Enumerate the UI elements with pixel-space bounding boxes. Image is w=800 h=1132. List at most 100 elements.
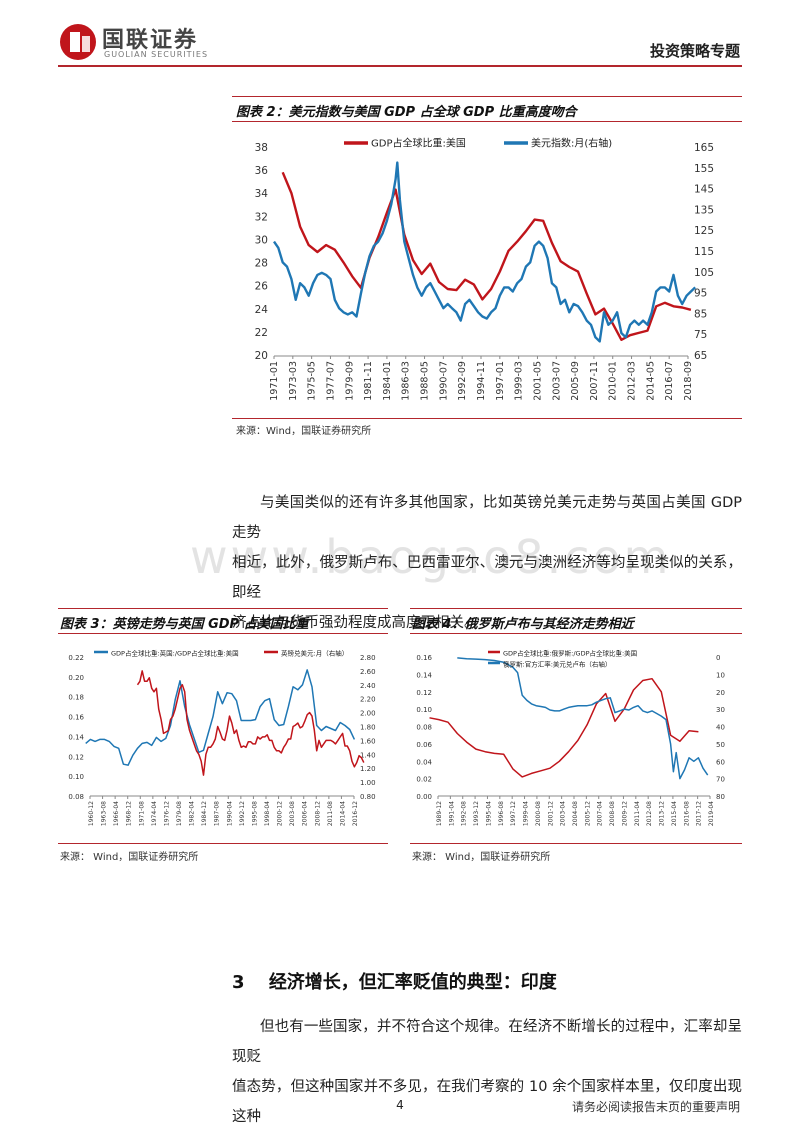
y-right-tick-label: 1.20: [360, 765, 376, 773]
x-tick-label: 1963-08: [101, 801, 108, 826]
y-right-tick-label: 95: [694, 288, 707, 300]
x-tick-label: 2010-01: [608, 361, 619, 401]
y-right-tick-label: 75: [694, 329, 707, 341]
y-left-tick-label: 38: [255, 142, 268, 154]
x-tick-label: 1997-12: [510, 801, 517, 826]
x-tick-label: 2000-12: [277, 801, 284, 826]
fig4-source: 来源： Wind，国联证券研究所: [412, 852, 551, 863]
x-tick-label: 2016-07: [664, 361, 675, 401]
x-tick-label: 2008-08: [609, 801, 616, 826]
section-heading: 3 经济增长，但汇率贬值的典型：印度: [232, 968, 557, 994]
paragraph-1-line-2: 相近，此外，俄罗斯卢布、巴西雷亚尔、澳元与澳洲经济等均呈现类似的关系，即经: [232, 555, 742, 601]
watermark: www.baogao8.com: [190, 530, 672, 584]
x-tick-label: 1973-03: [288, 361, 299, 401]
x-tick-label: 1992-09: [457, 361, 468, 401]
section-title: 经济增长，但汇率贬值的典型：印度: [268, 972, 557, 993]
x-tick-label: 1976-12: [163, 801, 170, 826]
y-left-tick-label: 22: [255, 327, 268, 339]
paragraph-1: 与美国类似的还有许多其他国家，比如英镑兑美元走势与英国占美国 GDP 走势 相近…: [232, 488, 742, 638]
x-tick-label: 1971-08: [138, 801, 145, 826]
y-right-tick-label: 0.80: [360, 793, 376, 801]
x-tick-label: 2003-04: [560, 801, 567, 826]
y-right-tick-label: 125: [694, 225, 714, 237]
x-tick-label: 2016-12: [352, 801, 359, 826]
x-tick-label: 1981-11: [363, 361, 374, 401]
y-right-tick-label: 70: [716, 776, 725, 784]
y-left-tick-label: 0.20: [68, 674, 84, 682]
report-category: 投资策略专题: [649, 42, 740, 60]
y-right-tick-label: 135: [694, 204, 714, 216]
series-line-1: [429, 677, 699, 778]
y-right-tick-label: 20: [716, 689, 725, 697]
fig4-chart: 0.00 0.02 0.04 0.06 0.08 0.10 0.12 0.14 0.16 0 10 2…: [416, 649, 725, 827]
fig2-bottom-rule: [232, 418, 742, 419]
y-right-tick-label: 115: [694, 246, 714, 258]
x-tick-label: 1991-04: [448, 801, 455, 826]
y-left-tick-label: 0.22: [68, 654, 84, 662]
x-tick-label: 2016-08: [683, 801, 690, 826]
x-tick-label: 1974-04: [151, 801, 158, 826]
section-number: 3: [232, 972, 245, 993]
fig3-title: 图表 3：英镑走势与英国 GDP 占美国比重: [60, 617, 309, 632]
y-right-tick-label: 80: [716, 793, 725, 801]
paragraph-1-line-1: 与美国类似的还有许多其他国家，比如英镑兑美元走势与英国占美国 GDP 走势: [232, 495, 742, 541]
x-tick-label: 1971-01: [269, 361, 280, 401]
x-tick-label: 1987-08: [214, 801, 221, 826]
x-tick-label: 2014-05: [645, 361, 656, 401]
fig3-chart: 0.08 0.10 0.12 0.14 0.16 0.18 0.20 0.22 0.80 1.00…: [68, 649, 376, 827]
x-tick-label: 1990-07: [438, 361, 449, 401]
y-left-tick-label: 24: [255, 304, 269, 316]
x-tick-label: 2011-08: [327, 801, 334, 826]
fig4-top-rule: [410, 608, 742, 609]
x-tick-label: 2019-04: [708, 801, 715, 826]
y-right-tick-label: 2.00: [360, 710, 376, 718]
x-tick-label: 2000-08: [535, 801, 542, 826]
y-left-tick-label: 0.14: [68, 733, 84, 741]
y-right-tick-label: 10: [716, 671, 725, 679]
x-tick-label: 2013-12: [659, 801, 666, 826]
y-left-tick-label: 0.18: [68, 694, 84, 702]
fig3-source: 来源： Wind，国联证券研究所: [60, 852, 199, 863]
page-number: 4: [396, 1098, 404, 1112]
legend-label-1: GDP占全球比重:俄罗斯:/GDP占全球比重:美国: [503, 649, 637, 658]
x-tick-label: 1996-08: [498, 801, 505, 826]
y-right-tick-label: 40: [716, 724, 725, 732]
fig4-title: 图表 4：俄罗斯卢布与其经济走势相近: [412, 617, 634, 632]
y-left-tick-label: 0.10: [68, 773, 84, 781]
y-left-tick-label: 0.06: [416, 741, 432, 749]
y-left-tick-label: 0.08: [416, 724, 432, 732]
x-tick-label: 2001-12: [547, 801, 554, 826]
y-left-tick-label: 0.14: [416, 671, 432, 679]
x-tick-label: 1975-05: [307, 361, 318, 401]
legend-label-2: 美元指数:月(右轴): [531, 137, 612, 150]
y-left-tick-label: 0.12: [68, 753, 84, 761]
x-tick-label: 1986-03: [401, 361, 412, 401]
fig2-title-rule: [232, 121, 742, 122]
y-left-tick-label: 26: [255, 281, 269, 293]
x-tick-label: 2003-07: [551, 361, 562, 401]
y-left-tick-label: 32: [255, 211, 268, 223]
header-divider: [58, 65, 742, 67]
y-right-tick-label: 30: [716, 706, 725, 714]
x-tick-label: 1994-11: [476, 361, 487, 401]
x-tick-label: 1997-01: [495, 361, 506, 401]
x-tick-label: 2012-08: [646, 801, 653, 826]
fig3-title-rule: [58, 633, 388, 634]
y-left-tick-label: 0.16: [416, 654, 432, 662]
x-tick-label: 1977-07: [325, 361, 336, 401]
y-right-tick-label: 85: [694, 308, 707, 320]
x-tick-label: 1993-12: [473, 801, 480, 826]
x-tick-label: 2018-09: [683, 361, 694, 401]
series-line-2: [136, 670, 365, 776]
legend-label-1: GDP占全球比重:英国:/GDP占全球比重:美国: [111, 649, 239, 658]
y-right-tick-label: 65: [694, 350, 707, 362]
y-right-tick-label: 165: [694, 142, 714, 154]
y-left-tick-label: 34: [255, 188, 269, 200]
x-tick-label: 1989-12: [436, 801, 443, 826]
y-right-tick-label: 1.40: [360, 751, 376, 759]
y-left-tick-label: 0.16: [68, 714, 84, 722]
fig4-bottom-rule: [410, 843, 742, 844]
y-right-tick-label: 155: [694, 163, 714, 175]
x-tick-label: 1966-04: [113, 801, 120, 826]
y-right-tick-label: 2.40: [360, 682, 376, 690]
